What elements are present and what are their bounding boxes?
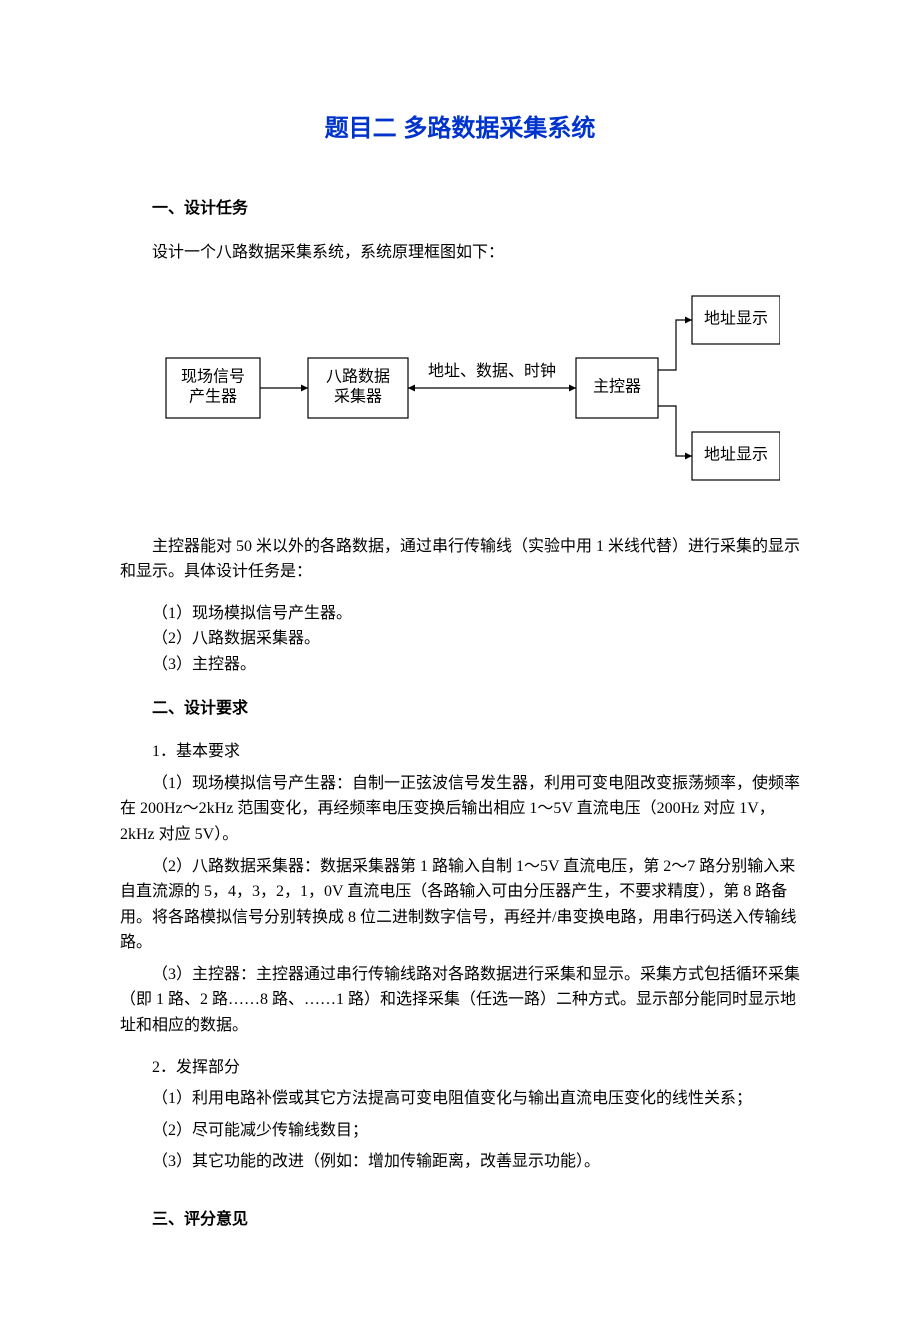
svg-text:现场信号: 现场信号 <box>181 367 245 385</box>
req-ext-item: （1）利用电路补偿或其它方法提高可变电阻值变化与输出直流电压变化的线性关系； <box>120 1086 800 1112</box>
basic-head: 1．基本要求 <box>120 739 800 765</box>
list-item: （3）主控器。 <box>120 652 800 678</box>
ext-head: 2．发挥部分 <box>120 1055 800 1081</box>
req-ext-item: （2）尽可能减少传输线数目； <box>120 1118 800 1144</box>
svg-text:八路数据: 八路数据 <box>326 367 390 385</box>
document-page: 题目二 多路数据采集系统 一、设计任务 设计一个八路数据采集系统，系统原理框图如… <box>0 0 920 1331</box>
section-head-task: 一、设计任务 <box>152 196 800 222</box>
svg-text:地址显示: 地址显示 <box>704 445 768 463</box>
section-head-req: 二、设计要求 <box>152 696 800 722</box>
task-list: （1）现场模拟信号产生器。 （2）八路数据采集器。 （3）主控器。 <box>120 601 800 678</box>
svg-text:地址、数据、时钟: 地址、数据、时钟 <box>428 362 556 380</box>
svg-text:采集器: 采集器 <box>334 387 382 405</box>
req-basic-item: （2）八路数据采集器：数据采集器第 1 路输入自制 1～5V 直流电压，第 2～… <box>120 854 800 956</box>
req-ext-item: （3）其它功能的改进（例如：增加传输距离，改善显示功能）。 <box>120 1149 800 1175</box>
block-diagram: 现场信号产生器八路数据采集器主控器地址显示地址显示地址、数据、时钟 <box>120 294 800 494</box>
req-basic-item: （3）主控器：主控器通过串行传输线路对各路数据进行采集和显示。采集方式包括循环采… <box>120 962 800 1039</box>
req-basic-item: （1）现场模拟信号产生器：自制一正弦波信号发生器，利用可变电阻改变振荡频率，使频… <box>120 771 800 848</box>
flowchart-svg: 现场信号产生器八路数据采集器主控器地址显示地址显示地址、数据、时钟 <box>140 294 780 494</box>
svg-text:产生器: 产生器 <box>189 387 237 405</box>
task-after-diagram: 主控器能对 50 米以外的各路数据，通过串行传输线（实验中用 1 米线代替）进行… <box>120 534 800 585</box>
svg-text:地址显示: 地址显示 <box>704 309 768 327</box>
svg-text:主控器: 主控器 <box>593 377 641 395</box>
task-intro: 设计一个八路数据采集系统，系统原理框图如下： <box>120 240 800 266</box>
section-head-score: 三、评分意见 <box>152 1207 800 1233</box>
page-title: 题目二 多路数据采集系统 <box>120 110 800 148</box>
list-item: （2）八路数据采集器。 <box>120 626 800 652</box>
list-item: （1）现场模拟信号产生器。 <box>120 601 800 627</box>
